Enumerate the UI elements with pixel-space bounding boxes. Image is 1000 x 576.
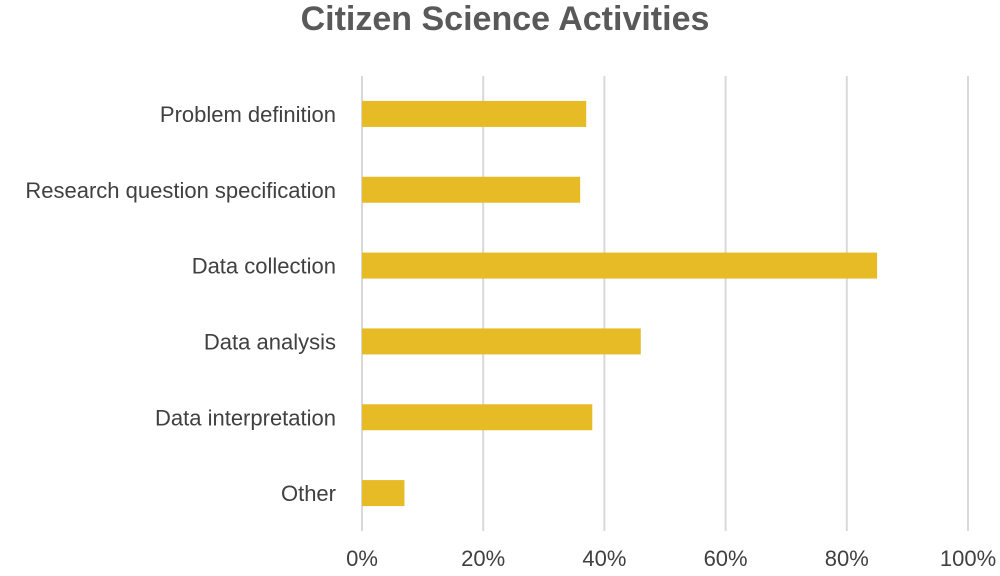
category-label: Data analysis	[204, 329, 336, 354]
category-label: Problem definition	[160, 102, 336, 127]
x-tick-label: 40%	[582, 546, 626, 571]
category-label: Research question specification	[25, 178, 336, 203]
x-tick-label: 20%	[461, 546, 505, 571]
bar	[362, 100, 587, 127]
x-tick-label: 60%	[704, 546, 748, 571]
tick-label-layer: 0% 20% 40% 60% 80% 100%	[346, 546, 996, 571]
bar	[362, 328, 641, 355]
category-label-layer: Problem definition Research question spec…	[25, 102, 336, 506]
bar	[362, 252, 878, 279]
chart-title: Citizen Science Activities	[301, 0, 710, 38]
grid-layer	[361, 76, 969, 531]
bar	[362, 480, 405, 507]
bar-layer	[362, 100, 878, 507]
x-tick-label: 100%	[940, 546, 996, 571]
category-label: Data collection	[192, 254, 336, 279]
category-label: Data interpretation	[155, 405, 336, 430]
x-tick-label: 80%	[825, 546, 869, 571]
bar	[362, 176, 581, 203]
category-label: Other	[281, 481, 336, 506]
x-tick-label: 0%	[346, 546, 378, 571]
bar	[362, 404, 593, 431]
